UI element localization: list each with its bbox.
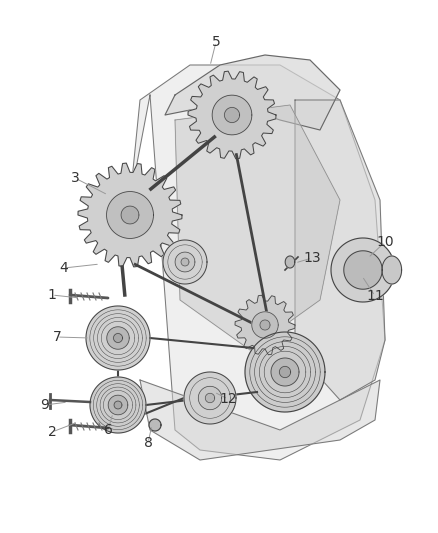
Polygon shape [86,306,150,370]
Polygon shape [279,366,290,377]
Polygon shape [198,386,222,410]
Text: 11: 11 [366,289,384,303]
Polygon shape [175,252,195,272]
Polygon shape [140,380,380,460]
Polygon shape [78,163,182,267]
Polygon shape [382,256,402,284]
Text: 8: 8 [144,436,152,450]
Polygon shape [245,332,325,412]
Polygon shape [271,358,299,386]
Text: 4: 4 [60,261,68,275]
Text: 2: 2 [48,425,57,439]
Polygon shape [181,258,189,266]
Polygon shape [344,251,382,289]
Polygon shape [331,238,395,302]
Polygon shape [113,334,123,343]
Polygon shape [252,312,278,338]
Text: 13: 13 [303,251,321,265]
Text: 7: 7 [53,330,61,344]
Polygon shape [149,419,161,431]
Polygon shape [295,100,385,400]
Polygon shape [163,240,207,284]
Polygon shape [175,105,340,350]
Polygon shape [205,393,215,402]
Polygon shape [90,377,146,433]
Polygon shape [107,327,129,349]
Polygon shape [114,401,122,409]
Polygon shape [130,65,385,460]
Polygon shape [108,395,128,415]
Polygon shape [224,108,240,123]
Polygon shape [184,372,236,424]
Polygon shape [121,206,139,224]
Text: 6: 6 [103,423,113,437]
Polygon shape [165,55,340,130]
Polygon shape [212,95,252,135]
Polygon shape [106,191,153,238]
Text: 10: 10 [376,235,394,249]
Text: 3: 3 [71,171,79,185]
Polygon shape [260,320,270,330]
Text: 1: 1 [48,288,57,302]
Polygon shape [285,256,295,268]
Text: 12: 12 [219,392,237,406]
Polygon shape [235,295,295,355]
Text: 5: 5 [212,35,220,49]
Text: 9: 9 [41,398,49,412]
Polygon shape [188,71,276,159]
